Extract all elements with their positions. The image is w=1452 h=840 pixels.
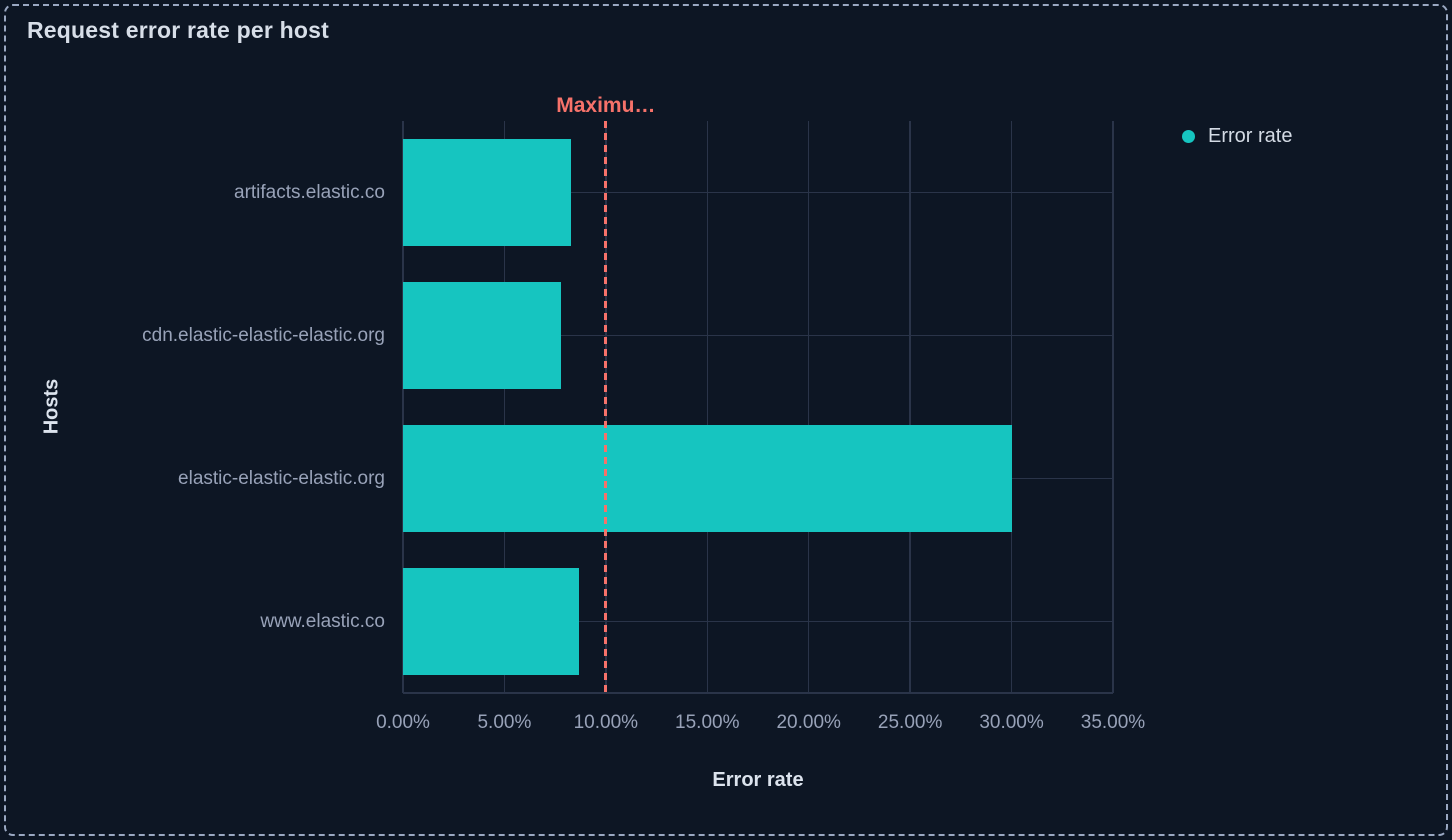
x-tick-label: 0.00% [376,712,430,733]
x-tick-label: 5.00% [477,712,532,733]
gridline-vertical [503,121,506,693]
gridline-vertical [402,121,404,693]
y-category-label: www.elastic.co [260,610,385,632]
threshold-label: Maximu… [556,94,656,117]
y-category-label: cdn.elastic-elastic-elastic.org [142,324,385,346]
x-axis-title: Error rate [712,769,804,791]
gridline-vertical [1112,121,1114,693]
legend-item-error-rate[interactable]: Error rate [1182,125,1292,148]
y-category-label: elastic-elastic-elastic.org [178,467,385,489]
x-tick-label: 25.00% [877,712,943,733]
bar[interactable] [403,282,561,389]
gridline-vertical [807,121,810,693]
bar[interactable] [403,139,571,246]
chart-title: Request error rate per host [27,17,329,43]
y-axis-title: Hosts [40,378,63,435]
gridline-vertical [706,121,709,693]
legend: Error rate [1182,125,1292,148]
gridline-horizontal [403,191,1113,194]
x-tick-label: 15.00% [675,712,740,733]
x-tick-label: 30.00% [979,712,1044,733]
legend-series-dot-icon [1182,130,1195,143]
x-tick-label: 20.00% [776,712,841,733]
threshold-line [604,121,608,693]
bar[interactable] [403,425,1012,532]
bar[interactable] [403,568,579,675]
x-tick-label: 35.00% [1080,712,1146,733]
gridline-vertical [909,121,911,693]
legend-series-label: Error rate [1208,125,1293,147]
gridline-horizontal [403,334,1113,337]
x-tick-label: 10.00% [573,712,639,733]
gridline-vertical [1010,121,1013,693]
x-axis-line [403,692,1113,694]
y-category-label: artifacts.elastic.co [234,181,385,203]
gridline-horizontal [403,620,1113,623]
